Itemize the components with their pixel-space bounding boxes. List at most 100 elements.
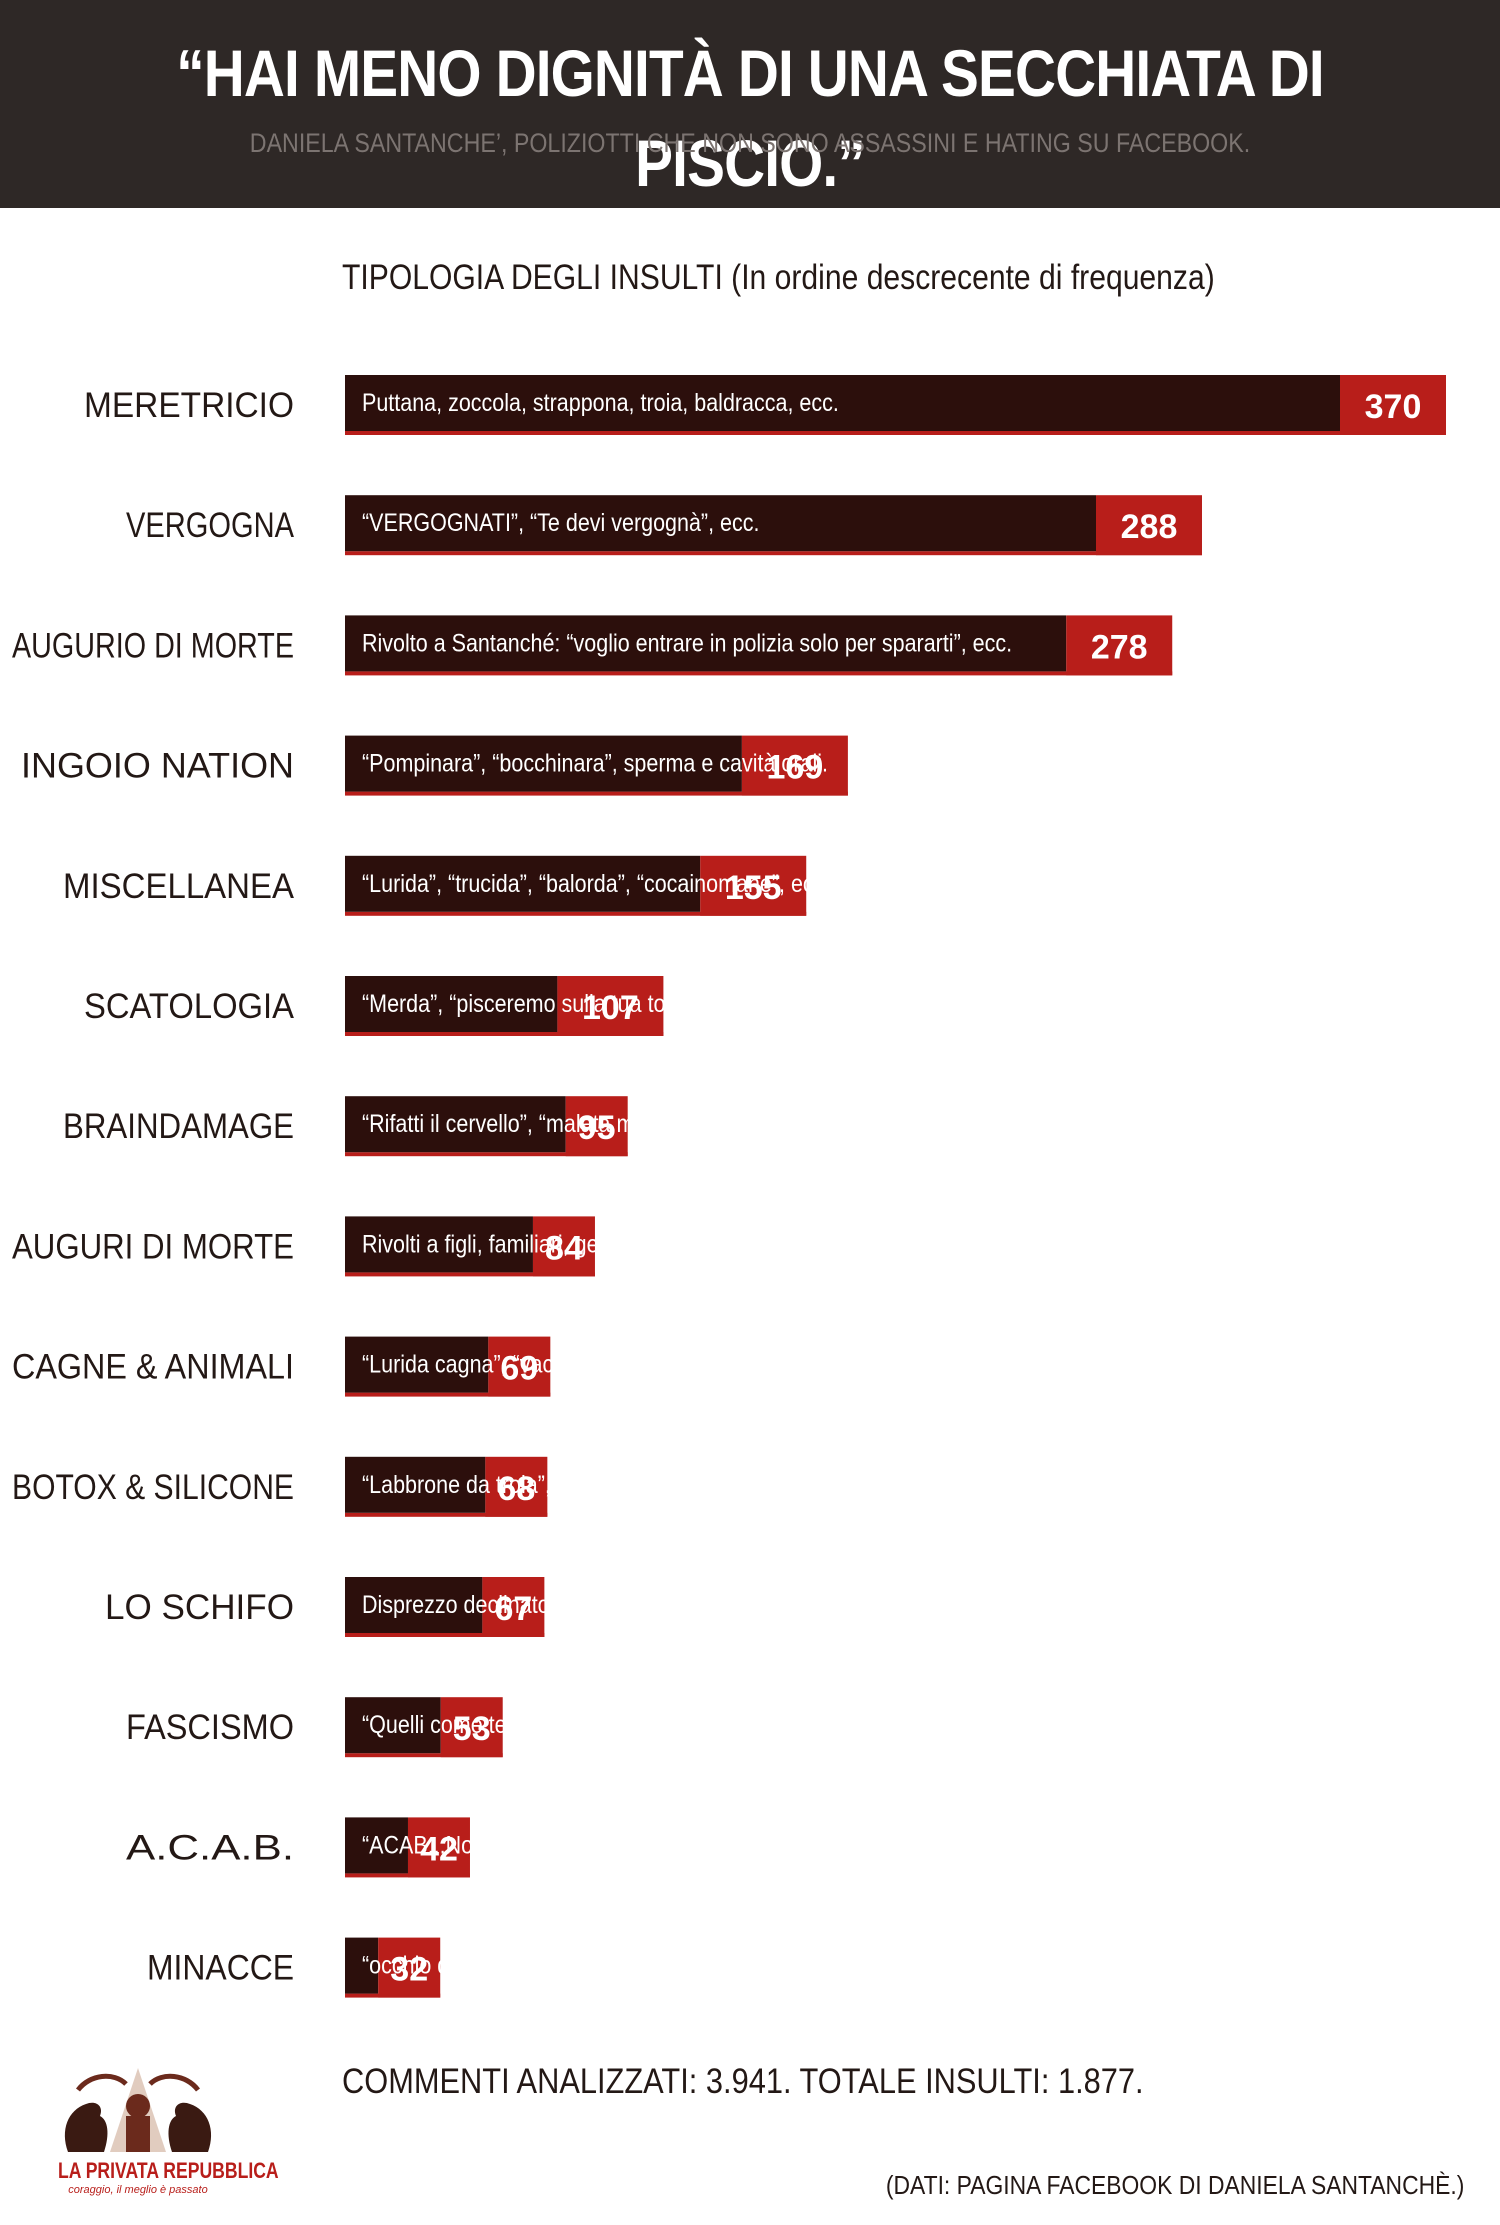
- category-label: MISCELLANEA: [63, 867, 295, 906]
- bar-value-label: 68: [497, 1470, 535, 1508]
- source-note: (DATI: PAGINA FACEBOOK DI DANIELA SANTAN…: [885, 2170, 1464, 2200]
- bar-description: Rivolto a Santanché: “voglio entrare in …: [362, 629, 1012, 657]
- bar: [345, 495, 1096, 552]
- bar-value-box: [741, 735, 848, 796]
- bar-row: VERGOGNA “VERGOGNATI”, “Te devi vergognà”…: [126, 495, 1202, 556]
- bar-value-label: 32: [390, 1951, 428, 1989]
- bar-value-label: 53: [453, 1710, 491, 1748]
- bar-description: “Rifatti il cervello”, “malata mentale”,…: [362, 1110, 751, 1138]
- bar: [345, 1817, 408, 1874]
- bar-row: SCATOLOGIA “Merda”, “pisceremo sulla tua …: [84, 976, 780, 1036]
- bar: [345, 1096, 566, 1153]
- bar-value-box: [532, 1216, 595, 1277]
- bar-description: Puttana, zoccola, strappona, troia, bald…: [362, 389, 839, 417]
- bar-underline: [345, 1392, 551, 1397]
- bar-underline: [345, 1512, 548, 1517]
- bar-value-box: [488, 1336, 551, 1397]
- chart-title: TIPOLOGIA DEGLI INSULTI (In ordine descr…: [342, 258, 1215, 297]
- category-label: SCATOLOGIA: [84, 987, 295, 1026]
- bar-value-label: 42: [420, 1830, 458, 1868]
- bar-row: AUGURI DI MORTE Rivolti a figli, familiar…: [12, 1216, 783, 1277]
- bar-value-label: 107: [582, 989, 639, 1027]
- bar-row: MISCELLANEA “Lurida”, “trucida”, “balorda…: [63, 855, 830, 916]
- logo-name: LA PRIVATA REPUBBLICA: [58, 2158, 279, 2183]
- bar-underline: [345, 1753, 503, 1758]
- bar-row: CAGNE & ANIMALI “Lurida cagna”, “vacca”, …: [12, 1336, 798, 1397]
- bar-value-label: 95: [578, 1109, 616, 1147]
- category-label: AUGURIO DI MORTE: [12, 626, 294, 665]
- bar-row: A.C.A.B. “ACAB...Non il film!”.42: [126, 1817, 559, 1878]
- category-label: MINACCE: [147, 1949, 294, 1988]
- bar-description: “Quelli come te finiscono a Piazzale Lor…: [362, 1711, 783, 1739]
- bar-description: “Lurida”, “trucida”, “balorda”, “cocaino…: [362, 870, 830, 898]
- bar-row: FASCISMO “Quelli come te finiscono a Piaz…: [126, 1697, 783, 1758]
- bar-value-box: [485, 1456, 548, 1517]
- bar: [345, 976, 558, 1032]
- bar-underline: [345, 911, 807, 916]
- logo: LA PRIVATA REPUBBLICA coraggio, il megli…: [38, 2060, 279, 2208]
- bar-value-label: 288: [1121, 508, 1178, 546]
- category-label: MERETRICIO: [84, 386, 294, 425]
- header-banner: “HAI MENO DIGNITÀ DI UNA SECCHIATA DI PI…: [0, 0, 1500, 208]
- bar-row: AUGURIO DI MORTE Rivolto a Santanché: “vo…: [12, 615, 1173, 676]
- bar-description: “ACAB...Non il film!”.: [362, 1831, 559, 1859]
- page-title: “HAI MENO DIGNITÀ DI UNA SECCHIATA DI PI…: [176, 36, 1324, 200]
- bar-description: Rivolti a figli, familiari, genitori di …: [362, 1230, 783, 1258]
- bar-value-box: [378, 1937, 441, 1998]
- bar-underline: [345, 1032, 664, 1036]
- bar-value-label: 370: [1365, 388, 1422, 426]
- bar: [345, 1456, 486, 1513]
- bar-value-box: [407, 1817, 470, 1878]
- bar: [345, 375, 1340, 431]
- bar-description: “occhio quando cammini pè strada”.: [362, 1952, 704, 1980]
- bar-underline: [345, 791, 848, 796]
- bar: [345, 735, 742, 792]
- bar-value-box: [557, 976, 664, 1036]
- bar: [345, 1216, 533, 1273]
- bar-description: “Merda”, “pisceremo sulla tua tomba”, “e…: [362, 990, 780, 1018]
- bar-underline: [345, 431, 1446, 435]
- bar-row: MERETRICIO Puttana, zoccola, strappona, t…: [84, 375, 1446, 435]
- bar-row: MINACCE “occhio quando cammini pè strada”…: [147, 1937, 704, 1998]
- category-label: BOTOX & SILICONE: [12, 1468, 294, 1507]
- bar-value-label: 84: [545, 1229, 583, 1267]
- category-label: BRAINDAMAGE: [63, 1107, 294, 1146]
- bar-underline: [345, 1272, 595, 1277]
- bar-value-label: 155: [725, 869, 782, 907]
- bar-description: “Labbrone da troia”, botulino, plastica.: [362, 1471, 723, 1499]
- bar-value-box: [1066, 615, 1173, 676]
- bar-underline: [345, 551, 1202, 556]
- bar-underline: [345, 1152, 628, 1157]
- bar-description: “Lurida cagna”, “vacca”, “asina”, “verme…: [362, 1351, 798, 1379]
- bar-value-label: 69: [500, 1350, 538, 1388]
- bar-value-label: 278: [1091, 628, 1148, 666]
- logo-tagline: coraggio, il meglio è passato: [68, 2184, 208, 2196]
- bar-value-box: [482, 1577, 545, 1637]
- category-label: A.C.A.B.: [126, 1828, 294, 1867]
- bar-description: “VERGOGNATI”, “Te devi vergognà”, ecc.: [362, 509, 759, 537]
- category-label: INGOIO NATION: [21, 747, 294, 786]
- bar-underline: [345, 671, 1173, 676]
- bar-description: “Pompinara”, “bocchinara”, sperma e cavi…: [362, 750, 828, 778]
- page-subtitle: DANIELA SANTANCHE’, POLIZIOTTI CHE NON S…: [249, 128, 1251, 158]
- bar-value-box: [440, 1697, 503, 1758]
- bar: [345, 855, 701, 912]
- bar-row: INGOIO NATION “Pompinara”, “bocchinara”, …: [21, 735, 848, 796]
- bar-value-box: [565, 1096, 628, 1157]
- category-label: VERGOGNA: [126, 506, 295, 545]
- bar: [345, 1336, 489, 1393]
- bar: [345, 1937, 379, 1994]
- bar-value-box: [700, 855, 807, 916]
- category-label: LO SCHIFO: [105, 1588, 294, 1627]
- bar-row: BRAINDAMAGE “Rifatti il cervello”, “malat…: [63, 1096, 751, 1157]
- bar-value-box: [1095, 495, 1202, 556]
- category-label: FASCISMO: [126, 1708, 294, 1747]
- bar-value-label: 67: [494, 1590, 532, 1628]
- bar-value-label: 169: [767, 749, 824, 787]
- category-label: CAGNE & ANIMALI: [12, 1348, 294, 1387]
- bar: [345, 1577, 483, 1633]
- bar-description: Disprezzo declinato in varie forme.: [362, 1591, 692, 1619]
- bar: [345, 1697, 441, 1754]
- bar-row: BOTOX & SILICONE “Labbrone da troia”, bot…: [12, 1456, 723, 1517]
- bar-underline: [345, 1633, 545, 1637]
